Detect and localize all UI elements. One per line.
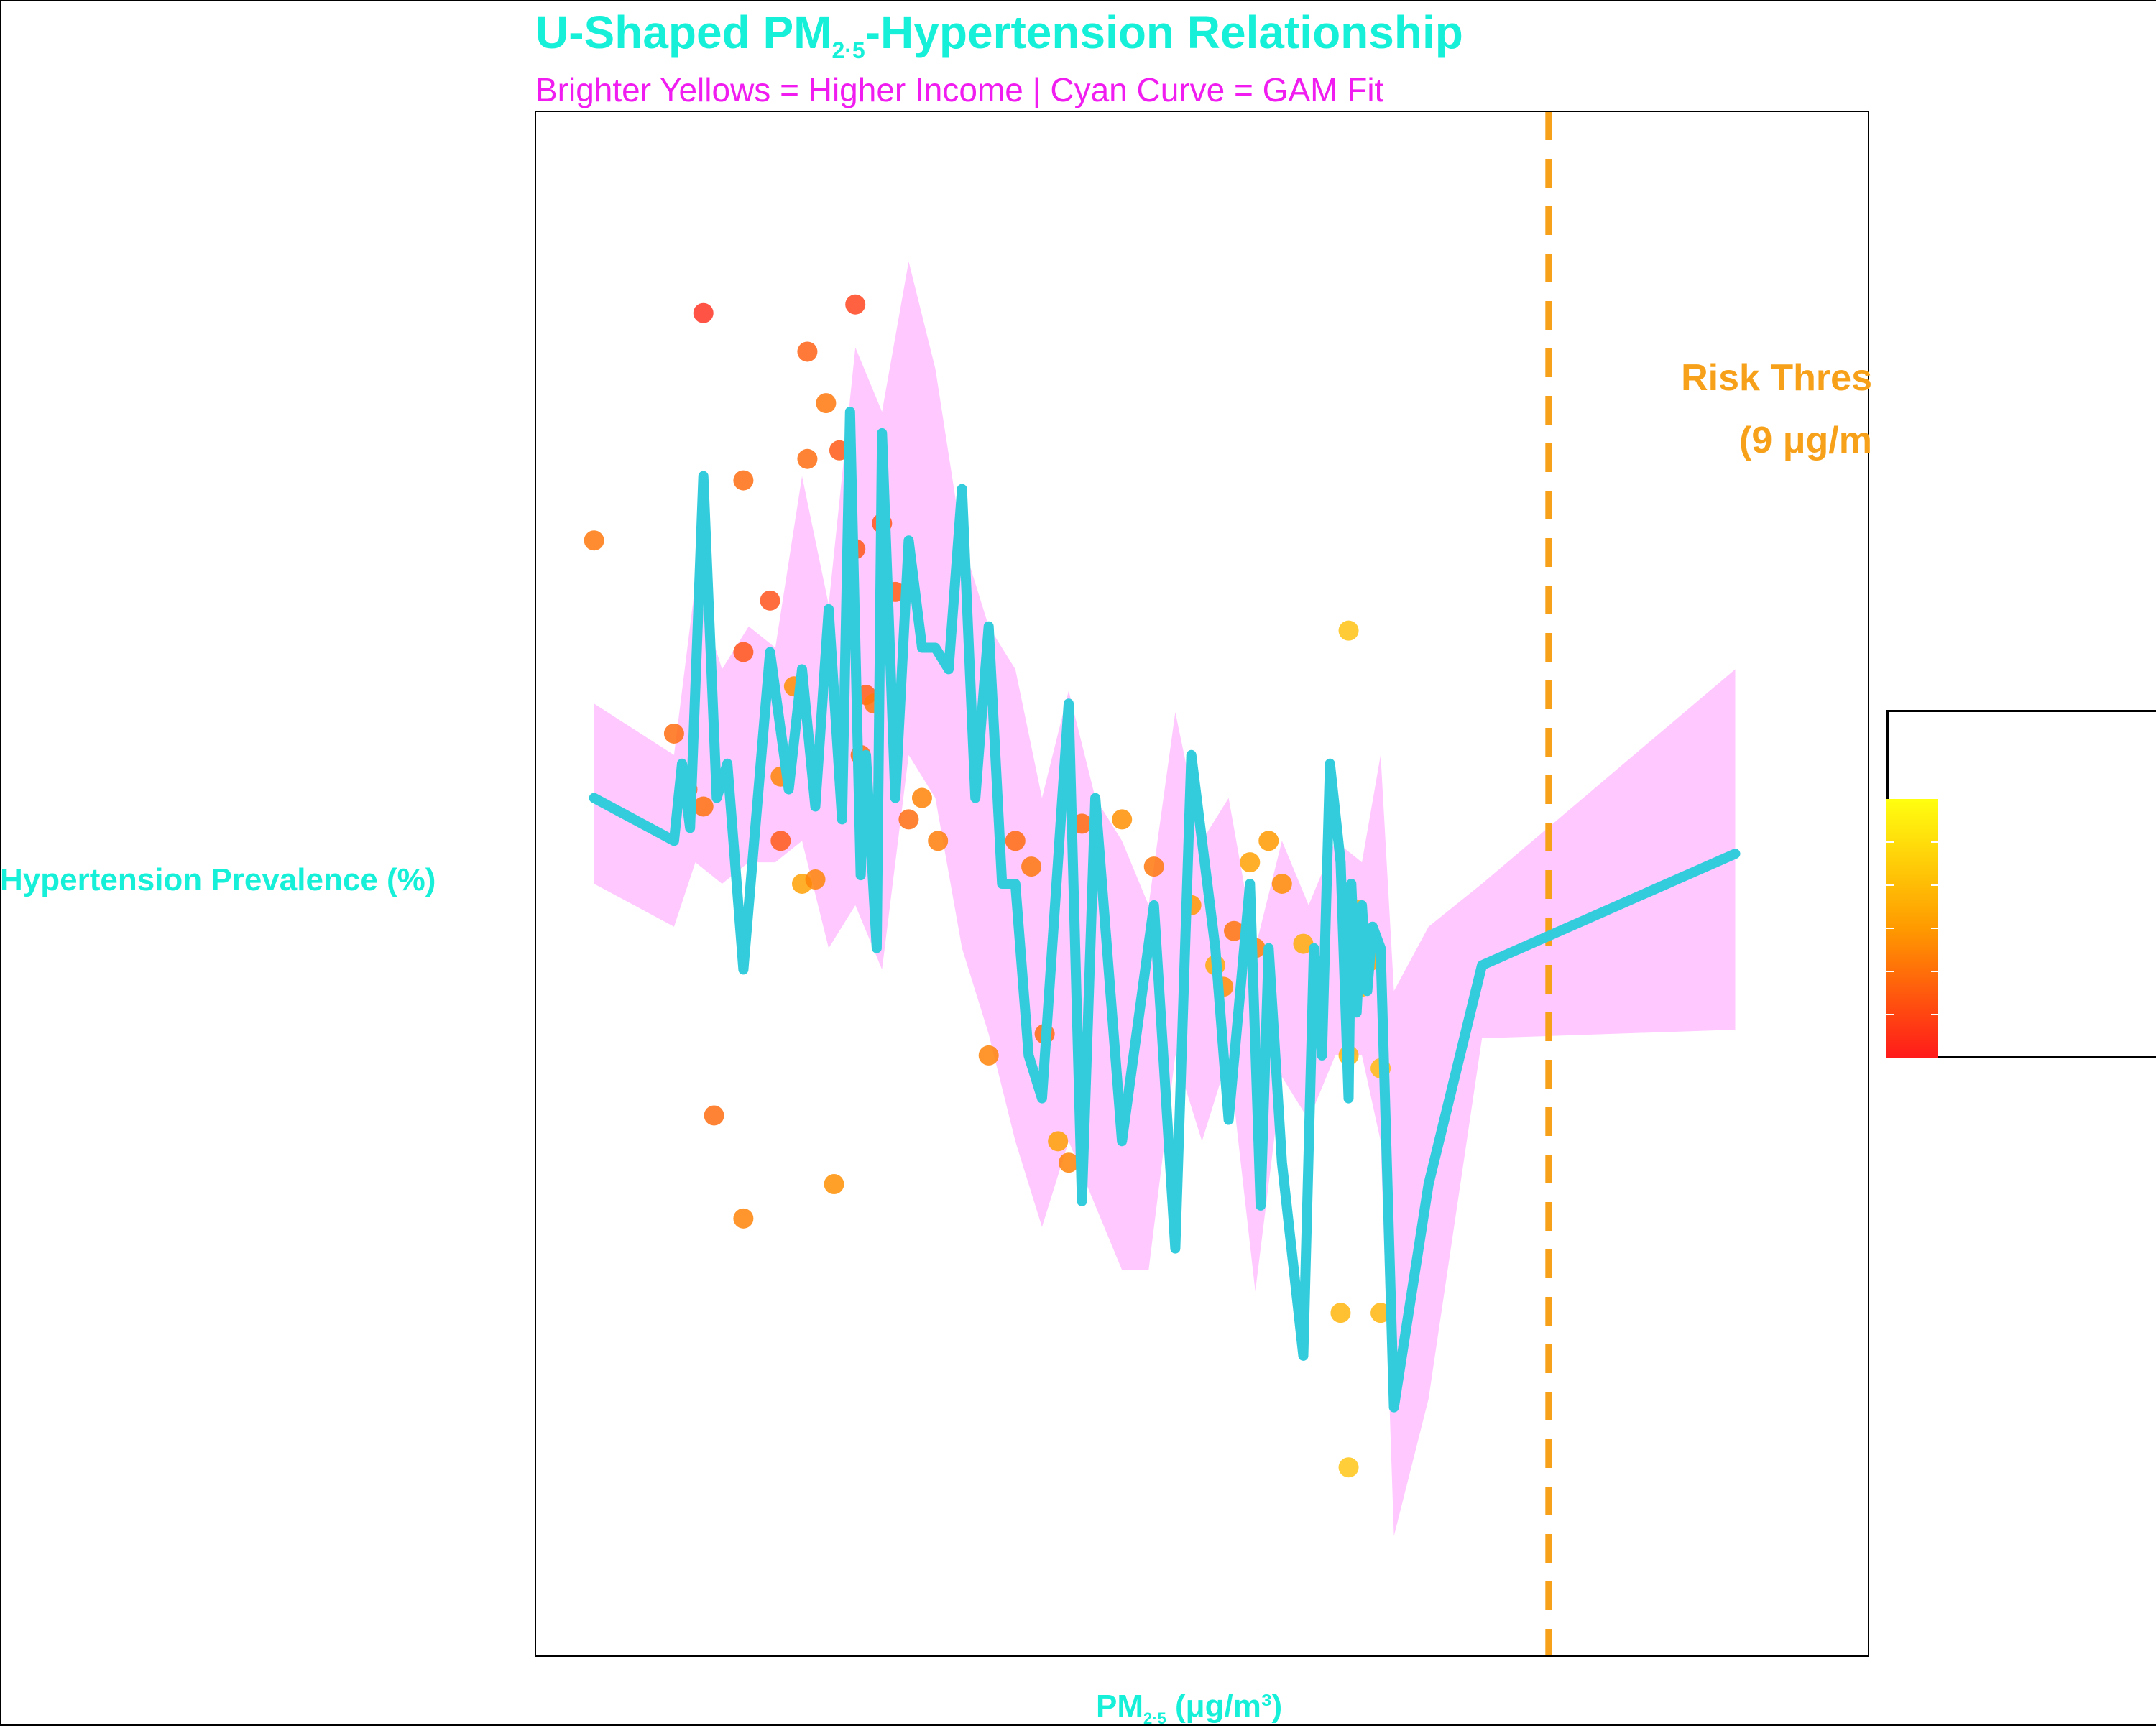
data-point bbox=[824, 1174, 844, 1195]
data-point bbox=[1330, 1303, 1351, 1323]
data-point bbox=[1370, 1303, 1391, 1323]
data-point bbox=[928, 831, 949, 851]
data-point bbox=[898, 809, 919, 830]
data-point bbox=[1224, 920, 1245, 941]
data-point bbox=[693, 796, 714, 817]
data-point bbox=[663, 723, 684, 744]
data-point bbox=[805, 869, 826, 890]
data-point bbox=[704, 1105, 724, 1126]
data-point bbox=[733, 1208, 754, 1229]
data-point bbox=[733, 642, 754, 662]
data-point bbox=[1143, 856, 1164, 877]
data-point bbox=[1021, 856, 1042, 877]
data-point bbox=[1240, 852, 1261, 873]
data-point bbox=[584, 530, 604, 551]
data-point bbox=[1293, 933, 1314, 954]
data-point bbox=[797, 448, 818, 469]
data-point bbox=[1005, 831, 1026, 851]
gam-fit-line bbox=[589, 407, 1741, 1413]
threshold-label-line2: (9 μg/m bbox=[1739, 420, 1872, 461]
y-axis-label: Hypertension Prevalence (%) bbox=[0, 862, 436, 897]
chart-title: U-Shaped PM2·5-Hypertension Relationship bbox=[535, 6, 1463, 63]
data-point bbox=[1048, 1131, 1069, 1152]
plot-frame bbox=[535, 111, 1869, 1657]
data-point bbox=[1338, 620, 1359, 641]
data-point bbox=[760, 590, 780, 611]
confidence-band bbox=[594, 262, 1736, 1536]
data-point bbox=[978, 1045, 999, 1066]
data-point bbox=[1112, 809, 1133, 830]
data-point bbox=[816, 393, 837, 414]
data-point bbox=[733, 470, 754, 491]
data-point bbox=[693, 302, 714, 323]
income-colorbar bbox=[1886, 799, 1938, 1058]
data-point bbox=[1059, 1152, 1079, 1173]
data-point bbox=[845, 294, 866, 315]
data-point bbox=[1271, 874, 1292, 894]
data-point bbox=[770, 831, 791, 851]
data-point bbox=[797, 341, 818, 362]
data-point bbox=[1338, 1457, 1359, 1478]
data-point bbox=[1258, 831, 1279, 851]
data-point bbox=[911, 787, 932, 808]
chart-subtitle: Brighter Yellows = Higher Income | Cyan … bbox=[535, 71, 1384, 108]
threshold-label-line1: Risk Thres bbox=[1681, 357, 1872, 399]
